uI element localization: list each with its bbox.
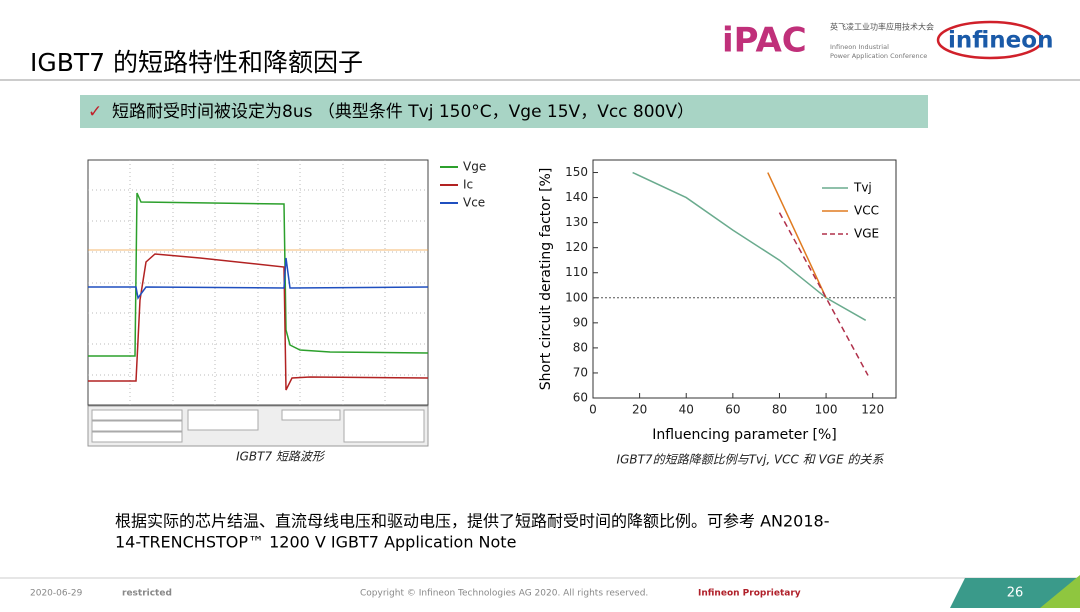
series-line bbox=[767, 172, 827, 299]
y-tick-label: 110 bbox=[565, 265, 588, 279]
check-mark: ✓ bbox=[88, 102, 102, 122]
scope-image bbox=[87, 159, 429, 447]
y-tick-label: 150 bbox=[565, 165, 588, 179]
y-tick-label: 140 bbox=[565, 190, 588, 204]
x-tick-label: 80 bbox=[772, 403, 787, 417]
ipac-en: Infineon Industrial bbox=[830, 43, 889, 51]
footer-accent bbox=[1040, 575, 1080, 608]
legend-label: VGE bbox=[854, 227, 879, 241]
y-tick-label: 90 bbox=[573, 315, 588, 329]
scope-grid bbox=[88, 160, 428, 405]
y-tick-label: 70 bbox=[573, 365, 588, 379]
footer-band bbox=[950, 578, 1080, 608]
y-tick-label: 120 bbox=[565, 240, 588, 254]
infineon-logo: infineon bbox=[948, 28, 1053, 54]
legend-label: VCC bbox=[854, 204, 879, 218]
footer-date: 2020-06-29 bbox=[30, 589, 83, 599]
series-line bbox=[778, 212, 869, 376]
highlight-bar bbox=[80, 95, 928, 128]
ipac-cn: 英飞凌工业功率应用技术大会 bbox=[830, 22, 934, 32]
x-tick-label: 40 bbox=[679, 403, 694, 417]
highlight-text: 短路耐受时间被设定为8us （典型条件 Tvj 150°C，Vge 15V，Vc… bbox=[112, 102, 694, 122]
infineon-swoosh bbox=[936, 20, 1044, 60]
plot-frame bbox=[592, 159, 897, 399]
body-text: 14-TRENCHSTOP™ 1200 V IGBT7 Application … bbox=[115, 533, 516, 552]
x-axis-label: Influencing parameter [%] bbox=[652, 427, 837, 443]
legend-label: Tvj bbox=[853, 181, 872, 195]
x-tick-label: 60 bbox=[725, 403, 740, 417]
y-tick-label: 130 bbox=[565, 215, 588, 229]
legend-label: Vce bbox=[463, 196, 485, 210]
scope-caption: IGBT7 短路波形 bbox=[236, 450, 326, 464]
ipac-logo: iPAC bbox=[722, 21, 807, 61]
x-tick-label: 0 bbox=[589, 403, 597, 417]
footer-classification: restricted bbox=[122, 589, 172, 599]
page-number: 26 bbox=[1007, 586, 1024, 601]
y-tick-label: 100 bbox=[565, 290, 588, 304]
slide-title: IGBT7 的短路特性和降额因子 bbox=[30, 48, 363, 77]
footer-copyright: Copyright © Infineon Technologies AG 202… bbox=[360, 589, 648, 599]
y-axis-label: Short circuit derating factor [%] bbox=[538, 168, 554, 391]
series-line bbox=[632, 171, 867, 321]
x-tick-label: 100 bbox=[815, 403, 838, 417]
ipac-en: Power Application Conference bbox=[830, 52, 927, 60]
y-tick-label: 60 bbox=[573, 391, 588, 405]
chart-caption: IGBT7的短路降额比例与Tvj, VCC 和 VGE 的关系 bbox=[617, 453, 885, 467]
y-tick-label: 80 bbox=[573, 340, 588, 354]
body-text: 根据实际的芯片结温、直流母线电压和驱动电压，提供了短路耐受时间的降额比例。可参考… bbox=[115, 512, 830, 531]
footer-proprietary: Infineon Proprietary bbox=[698, 589, 801, 599]
x-tick-label: 120 bbox=[861, 403, 884, 417]
scope-legend: Vge Ic Vce bbox=[440, 160, 486, 210]
legend-label: Ic bbox=[463, 178, 473, 192]
legend-label: Vge bbox=[463, 160, 486, 174]
x-tick-label: 20 bbox=[632, 403, 647, 417]
derating-chart: 0 20 40 60 80 100 120 60 70 80 90 100 110 120 130 140 15… bbox=[538, 159, 897, 443]
